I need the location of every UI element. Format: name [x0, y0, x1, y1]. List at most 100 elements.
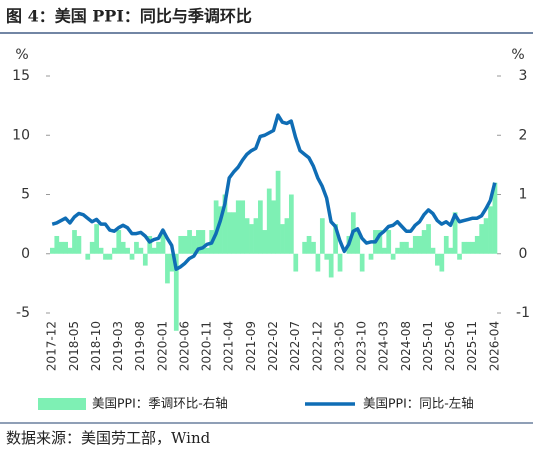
- bar: [404, 241, 409, 254]
- y-tick-label: 15: [12, 68, 30, 84]
- bar: [253, 218, 259, 254]
- bar: [492, 182, 498, 254]
- bar: [227, 212, 232, 254]
- x-tick-label: 2021-04: [222, 321, 236, 371]
- bar: [448, 247, 454, 254]
- bar: [235, 200, 241, 254]
- y-tick-label: 5: [21, 187, 30, 203]
- y2-tick-label: 3: [519, 68, 528, 84]
- y2-tick-label: 0: [519, 246, 528, 262]
- bar: [280, 224, 285, 254]
- bar: [116, 230, 122, 254]
- x-tick-label: 2024-03: [377, 321, 391, 371]
- bar: [187, 230, 192, 254]
- bar: [390, 253, 396, 260]
- bar: [218, 206, 223, 254]
- x-tick-label: 2024-08: [399, 321, 413, 371]
- legend-swatch: [38, 398, 86, 410]
- bar: [311, 241, 316, 254]
- bar: [120, 241, 126, 254]
- bar: [381, 247, 387, 254]
- x-tick-label: 2017-12: [45, 321, 59, 371]
- bar: [315, 253, 321, 272]
- bar: [275, 170, 281, 254]
- bar: [138, 247, 144, 254]
- bar: [333, 224, 338, 254]
- legend-label: 美国PPI：季调环比-右轴: [92, 396, 228, 411]
- bar: [178, 235, 184, 254]
- x-tick-label: 2025-01: [421, 321, 435, 371]
- chart-title: 图 4：美国 PPI：同比与季调环比: [6, 7, 252, 26]
- bar: [94, 224, 99, 254]
- bar: [213, 200, 219, 254]
- bar: [182, 235, 188, 254]
- bar: [452, 212, 458, 254]
- bar: [479, 224, 485, 254]
- x-tick-label: 2025-11: [465, 321, 479, 371]
- line: [51, 113, 497, 271]
- bar: [417, 235, 423, 254]
- bar: [284, 218, 290, 254]
- bar: [142, 253, 148, 266]
- bar: [399, 241, 405, 254]
- x-tick-label: 2020-06: [177, 321, 191, 371]
- bar: [191, 235, 197, 254]
- x-tick-label: 2023-10: [355, 321, 369, 371]
- bar: [271, 200, 277, 254]
- bar: [359, 253, 365, 272]
- bar: [426, 224, 431, 254]
- bar: [435, 253, 440, 266]
- bar: [244, 218, 250, 254]
- bar: [262, 230, 268, 254]
- bar: [377, 230, 383, 254]
- bar: [111, 247, 117, 254]
- bar: [103, 253, 108, 260]
- bar: [160, 230, 166, 254]
- bar: [98, 247, 104, 254]
- bar: [204, 247, 210, 254]
- bar: [293, 253, 299, 272]
- x-tick-label: 2022-02: [266, 321, 280, 371]
- bar: [50, 247, 55, 254]
- bar: [151, 247, 157, 254]
- bar: [125, 247, 130, 254]
- x-tick-label: 2020-11: [200, 321, 214, 371]
- bar: [72, 230, 77, 254]
- bar: [165, 253, 170, 284]
- y-unit: %: [15, 47, 28, 63]
- x-tick-label: 2022-07: [288, 321, 302, 371]
- bar: [231, 212, 237, 254]
- bar: [85, 253, 91, 260]
- x-tick-label: 2023-05: [332, 321, 346, 371]
- bar: [67, 247, 73, 254]
- bar: [288, 194, 294, 254]
- bar: [200, 230, 206, 254]
- bar: [457, 253, 462, 260]
- bar: [129, 253, 135, 260]
- bar: [386, 230, 392, 254]
- bar: [328, 253, 334, 278]
- bar: [54, 235, 60, 254]
- bar: [466, 241, 471, 254]
- x-tick-label: 2018-05: [67, 321, 81, 371]
- bar: [483, 218, 489, 254]
- y-tick-label: 10: [12, 127, 30, 143]
- bar: [173, 253, 179, 331]
- bar: [337, 253, 343, 272]
- bar: [488, 206, 493, 254]
- bar: [302, 241, 307, 254]
- bar: [470, 241, 476, 254]
- x-tick-label: 2018-10: [89, 321, 103, 371]
- bar: [421, 230, 427, 254]
- y2-tick-label: -1: [516, 305, 530, 321]
- bar: [107, 253, 113, 260]
- bar: [222, 194, 228, 254]
- bar: [319, 218, 325, 254]
- bar: [147, 235, 153, 254]
- bar: [89, 241, 95, 254]
- x-tick-label: 2020-01: [155, 321, 169, 371]
- bar: [430, 247, 436, 254]
- bar: [63, 241, 69, 254]
- x-tick-label: 2022-12: [310, 321, 324, 371]
